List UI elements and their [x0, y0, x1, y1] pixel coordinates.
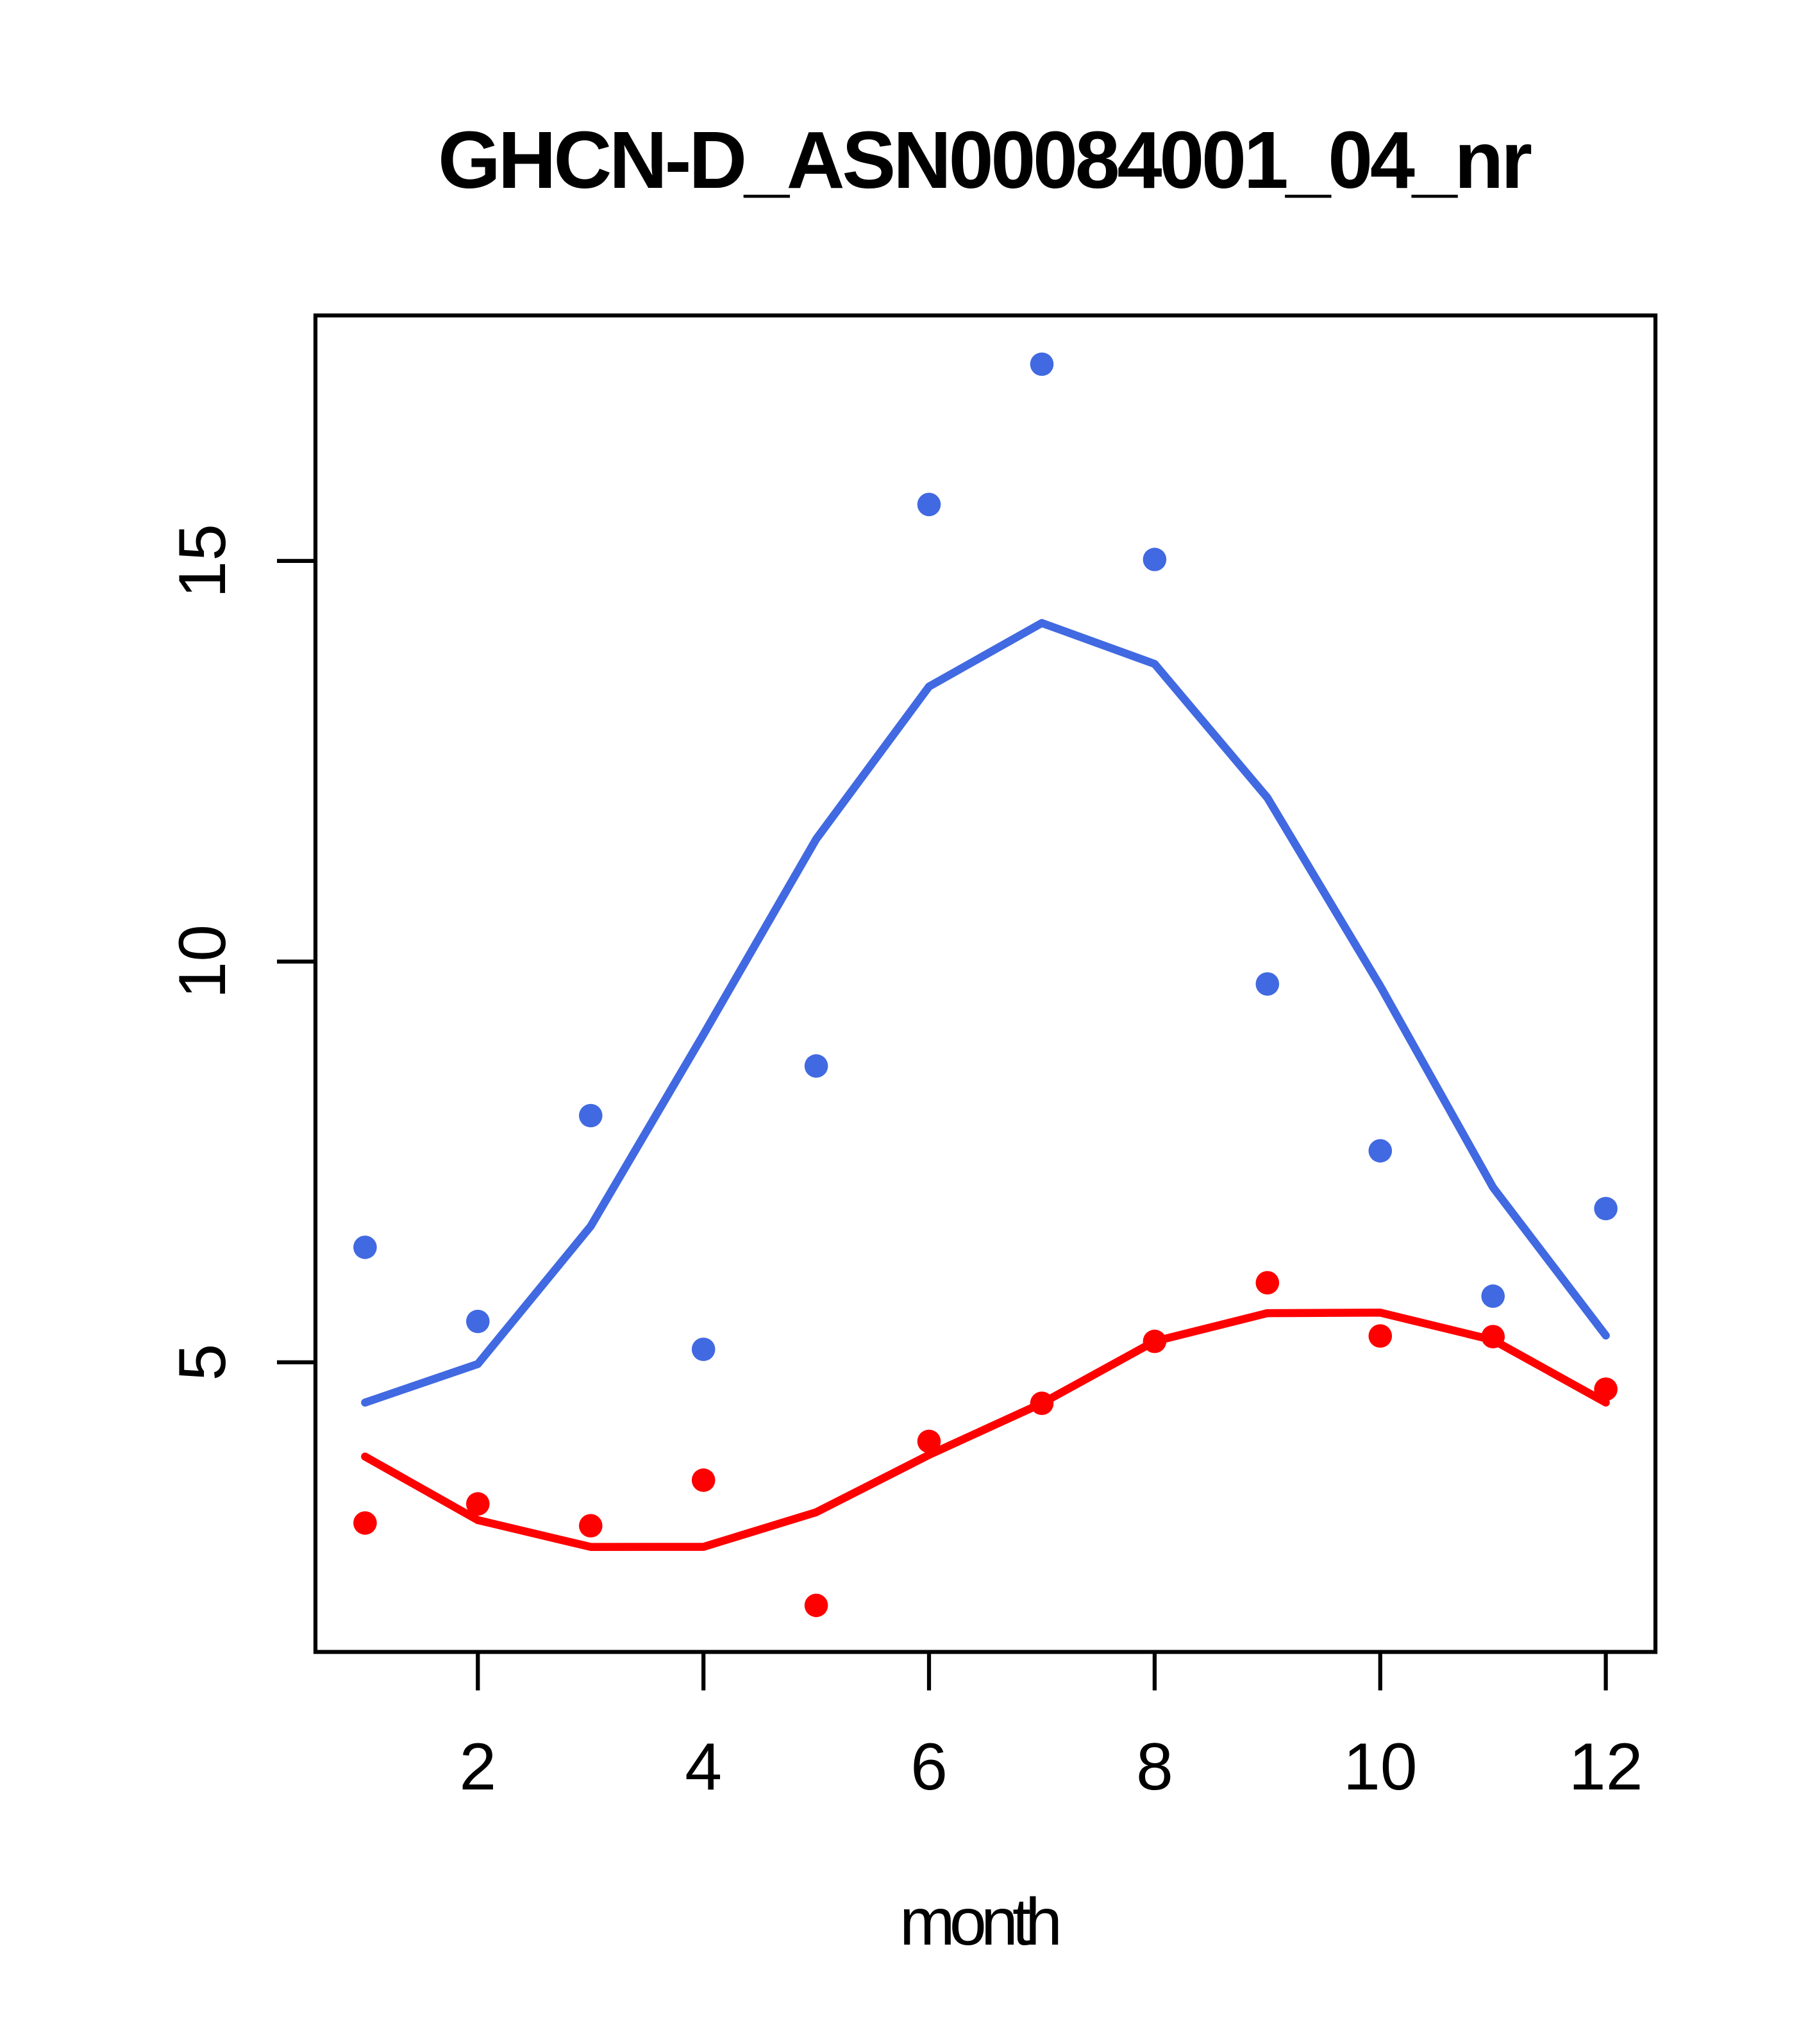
svg-text:2: 2 [459, 1730, 496, 1804]
svg-text:4: 4 [685, 1730, 722, 1804]
svg-text:8: 8 [1136, 1730, 1173, 1804]
svg-text:GHCN-D_ASN00084001_04_nr: GHCN-D_ASN00084001_04_nr [438, 115, 1532, 205]
svg-text:15: 15 [165, 524, 240, 598]
svg-text:10: 10 [165, 925, 240, 999]
svg-text:5: 5 [165, 1344, 240, 1381]
svg-text:12: 12 [1569, 1730, 1643, 1804]
svg-text:6: 6 [910, 1730, 948, 1804]
svg-text:10: 10 [1343, 1730, 1418, 1804]
svg-text:month: month [900, 1885, 1062, 1959]
